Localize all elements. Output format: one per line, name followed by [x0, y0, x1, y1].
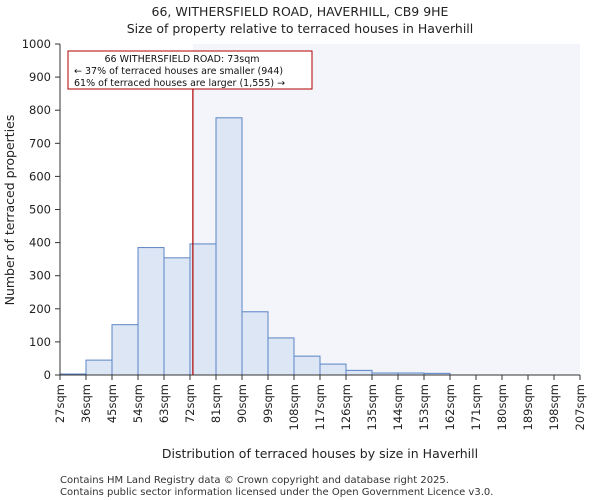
bar-99sqm [267, 337, 295, 376]
x-tick-label-81sqm: 81sqm [209, 384, 223, 423]
x-tick-label-189sqm: 189sqm [521, 384, 535, 430]
y-tick-label-100: 100 [29, 335, 51, 349]
y-tick-label-0: 0 [44, 368, 51, 382]
x-tick-label-99sqm: 99sqm [261, 384, 275, 423]
annotation-smaller: ← 37% of terraced houses are smaller (94… [74, 66, 283, 77]
annotation-box: 66 WITHERSFIELD ROAD: 73sqm ← 37% of ter… [67, 50, 313, 90]
y-axis: 0 100 200 300 400 500 600 700 800 900 1000 [22, 37, 60, 382]
y-tick-label-1000: 1000 [22, 37, 51, 51]
x-axis: 27sqm 36sqm 45sqm 54sqm 63sqm 72sqm 81sqm 90sqm… [53, 375, 587, 430]
bar-117sqm [319, 363, 347, 376]
bar-108sqm [293, 355, 321, 376]
x-axis-label: Distribution of terraced houses by size … [162, 446, 478, 461]
y-tick-label-700: 700 [29, 136, 51, 150]
chart-title: 66, WITHERSFIELD ROAD, HAVERHILL, CB9 9H… [152, 4, 449, 19]
x-tick-label-153sqm: 153sqm [417, 384, 431, 430]
annotation-title: 66 WITHERSFIELD ROAD: 73sqm [104, 54, 259, 65]
annotation-frame [67, 50, 313, 90]
bar-45sqm [111, 324, 139, 376]
bar-54sqm [137, 247, 165, 376]
footer-line-2: Contains public sector information licen… [60, 487, 493, 498]
x-tick-label-117sqm: 117sqm [313, 384, 327, 430]
x-tick-label-162sqm: 162sqm [443, 384, 457, 430]
x-tick-label-27sqm: 27sqm [53, 384, 67, 423]
bars-group [59, 117, 451, 376]
x-tick-label-45sqm: 45sqm [105, 384, 119, 423]
x-tick-label-207sqm: 207sqm [573, 384, 587, 430]
bar-90sqm [241, 311, 269, 376]
y-axis-label: Number of terraced properties [2, 115, 17, 306]
footer-line-1: Contains HM Land Registry data © Crown c… [60, 475, 449, 486]
y-tick-label-800: 800 [29, 103, 51, 117]
x-tick-label-108sqm: 108sqm [287, 384, 301, 430]
y-tick-label-200: 200 [29, 302, 51, 316]
x-tick-label-63sqm: 63sqm [157, 384, 171, 423]
x-tick-label-36sqm: 36sqm [79, 384, 93, 423]
y-tick-label-900: 900 [29, 70, 51, 84]
x-tick-label-198sqm: 198sqm [547, 384, 561, 430]
x-tick-label-144sqm: 144sqm [391, 384, 405, 430]
bar-63sqm [163, 257, 191, 376]
annotation-larger: 61% of terraced houses are larger (1,555… [74, 78, 285, 89]
y-tick-label-300: 300 [29, 269, 51, 283]
x-tick-label-180sqm: 180sqm [495, 384, 509, 430]
chart-subtitle: Size of property relative to terraced ho… [127, 21, 474, 36]
bar-72sqm [189, 243, 217, 376]
y-tick-label-600: 600 [29, 169, 51, 183]
bar-126sqm [345, 369, 373, 376]
bar-81sqm [215, 117, 243, 376]
x-tick-label-90sqm: 90sqm [235, 384, 249, 423]
x-tick-label-171sqm: 171sqm [469, 384, 483, 430]
x-tick-label-72sqm: 72sqm [183, 384, 197, 423]
x-tick-label-54sqm: 54sqm [131, 384, 145, 423]
bar-36sqm [85, 359, 113, 376]
y-tick-label-400: 400 [29, 236, 51, 250]
x-tick-label-126sqm: 126sqm [339, 384, 353, 430]
y-tick-label-500: 500 [29, 203, 51, 217]
x-tick-label-135sqm: 135sqm [365, 384, 379, 430]
